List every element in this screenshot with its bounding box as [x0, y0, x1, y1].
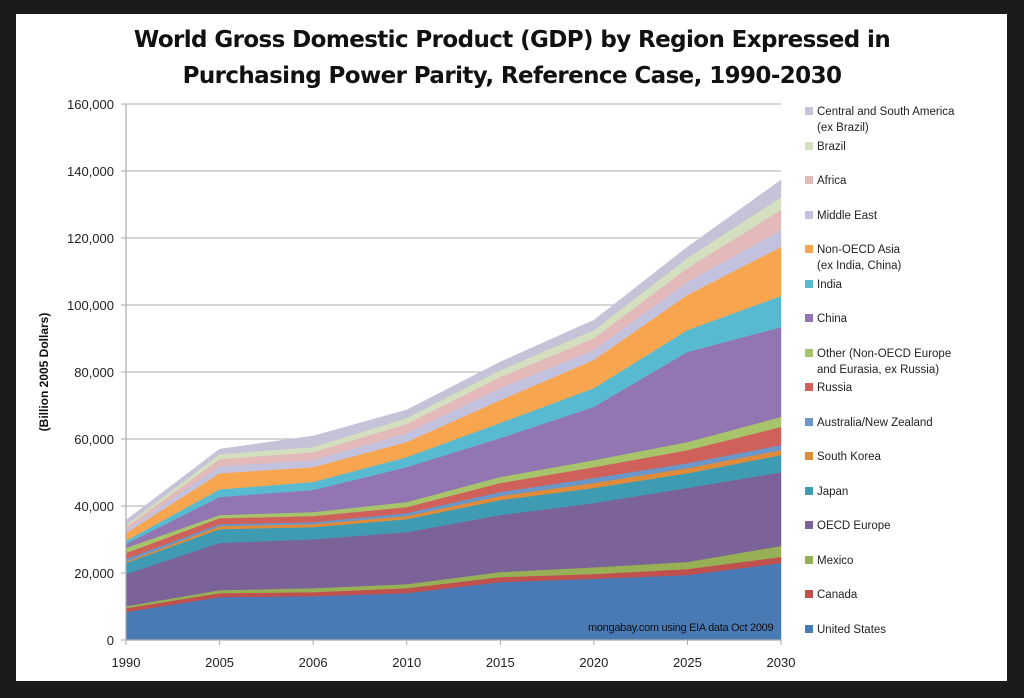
- y-tick-label: 160,000: [67, 97, 114, 112]
- legend-swatch: [805, 141, 813, 150]
- legend-label: Brazil: [817, 140, 846, 153]
- x-tick-label: 2025: [673, 655, 702, 670]
- y-tick-label: 120,000: [67, 231, 114, 246]
- legend-label: India: [817, 278, 842, 291]
- chart-title: World Gross Domestic Product (GDP) by Re…: [0, 22, 1024, 94]
- legend-swatch: [805, 624, 813, 633]
- y-axis-title: (Billion 2005 Dollars): [37, 313, 51, 432]
- x-tick-label: 2005: [205, 655, 234, 670]
- legend-swatch: [805, 521, 813, 529]
- legend-label: Middle East: [817, 209, 878, 222]
- legend-item: Other (Non-OECD Europe and Eurasia, ex R…: [805, 346, 951, 378]
- legend-label: Non-OECD Asia (ex India, China): [817, 244, 902, 272]
- legend-item: United States: [805, 622, 886, 638]
- y-tick-label: 60,000: [74, 432, 114, 447]
- chart-title-line-1: World Gross Domestic Product (GDP) by Re…: [133, 27, 891, 53]
- legend-swatch: [805, 383, 813, 391]
- legend-swatch: [805, 210, 813, 219]
- legend-swatch: [805, 176, 813, 184]
- legend-item: Russia: [805, 380, 852, 396]
- legend-item: Non-OECD Asia (ex India, China): [805, 242, 901, 274]
- legend-item: South Korea: [805, 449, 881, 465]
- legend-item: Brazil: [805, 139, 846, 155]
- legend-label: Russia: [817, 382, 853, 394]
- legend-item: Australia/New Zealand: [805, 415, 933, 431]
- chart-title-line-2: Purchasing Power Parity, Reference Case,…: [182, 63, 842, 89]
- legend-label: Africa: [817, 175, 847, 187]
- legend-swatch: [805, 417, 813, 426]
- y-tick-label: 20,000: [74, 566, 114, 581]
- legend-label: China: [817, 313, 848, 325]
- legend-label: United States: [817, 623, 887, 636]
- y-tick-label: 80,000: [74, 365, 114, 380]
- legend-item: China: [805, 311, 847, 327]
- y-tick-label: 40,000: [74, 499, 114, 514]
- axes: [125, 104, 781, 641]
- x-tick-labels: 1990 2005 2006 2010 2015 2020 2025 2030: [112, 640, 796, 670]
- legend-item: Africa: [805, 173, 846, 189]
- x-tick-label: 2020: [579, 655, 608, 670]
- area-central-and-south-america: [125, 179, 782, 526]
- legend-item: Japan: [805, 484, 848, 500]
- y-tick-labels: 0 20,000 40,000 60,000 80,000 100,000 120,000 1…: [67, 97, 114, 648]
- legend-swatch: [805, 279, 813, 288]
- legend-item: OECD Europe: [805, 518, 891, 534]
- legend-swatch: [805, 452, 813, 460]
- legend-label: Japan: [817, 485, 849, 498]
- legend-swatch: [805, 314, 813, 322]
- y-tick-label: 140,000: [67, 164, 114, 179]
- legend-swatch: [805, 590, 813, 598]
- x-tick-label: 2010: [392, 655, 421, 670]
- x-tick-label: 2015: [486, 655, 515, 670]
- legend-swatch: [805, 555, 813, 564]
- x-tick-label: 2030: [767, 655, 796, 670]
- legend-label: Other (Non-OECD Europe and Eurasia, ex R…: [817, 347, 952, 376]
- legend-item: Mexico: [805, 553, 853, 569]
- legend-item: India: [805, 277, 842, 293]
- legend-swatch: [805, 245, 813, 253]
- legend-label: Australia/New Zealand: [817, 416, 933, 429]
- y-tick-label: 0: [107, 633, 114, 648]
- legend-swatch: [805, 486, 813, 495]
- legend-label: Canada: [817, 589, 858, 601]
- x-tick-label: 2006: [299, 655, 328, 670]
- legend-label: South Korea: [817, 451, 881, 463]
- legend-item: Canada: [805, 587, 857, 603]
- legend-swatch: [805, 107, 813, 115]
- legend-item: Middle East: [805, 208, 877, 224]
- legend-label: OECD Europe: [817, 520, 891, 532]
- legend-swatch: [805, 348, 813, 357]
- legend-label: Central and South America (ex Brazil): [817, 106, 955, 134]
- source-annotation: mongabay.com using EIA data Oct 2009: [588, 622, 774, 634]
- legend-label: Mexico: [817, 554, 854, 567]
- area-series: [125, 179, 782, 641]
- legend-item: Central and South America (ex Brazil): [805, 104, 954, 136]
- y-tick-label: 100,000: [67, 298, 114, 313]
- x-tick-label: 1990: [112, 655, 141, 670]
